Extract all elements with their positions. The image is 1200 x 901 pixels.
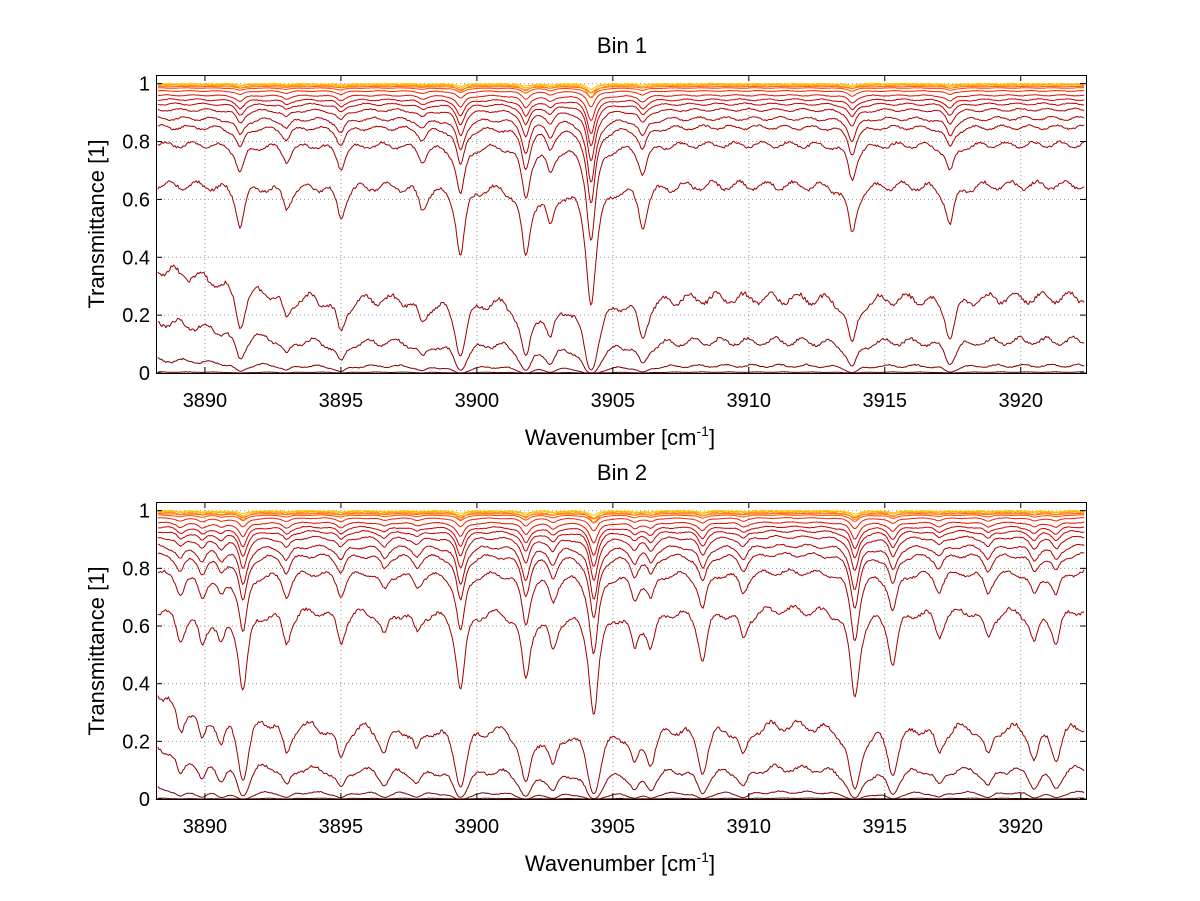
y-tick-label: 0 bbox=[139, 789, 150, 811]
spectrum-line bbox=[157, 140, 1085, 241]
x-tick-label: 3920 bbox=[998, 390, 1043, 412]
x-tick-label: 3915 bbox=[863, 390, 908, 412]
spectrum-line bbox=[157, 525, 1085, 556]
spectrum-line bbox=[157, 511, 1085, 523]
x-tick-label: 3910 bbox=[727, 390, 772, 412]
spectrum-line bbox=[157, 87, 1085, 99]
spectrum-line bbox=[157, 115, 1085, 183]
spectrum-line bbox=[157, 82, 1085, 90]
spectrum-line bbox=[157, 94, 1085, 121]
spectrum-line bbox=[157, 107, 1085, 161]
chart-bin-2: Bin 2 3890 3895 3900 3905 3910 3915 3920 0 0.2 0.… bbox=[84, 460, 1087, 876]
x-axis-label-main: Wavenumber [cm bbox=[525, 851, 697, 876]
chart-bin-1: Bin 1 3890 3895 3900 3905 3910 3915 3920 0 0.2 0.… bbox=[84, 33, 1087, 450]
spectrum-line bbox=[157, 509, 1085, 516]
y-tick-label: 0.6 bbox=[122, 616, 150, 638]
spectrum-line bbox=[157, 747, 1085, 799]
y-axis-label: Transmittance [1] bbox=[84, 566, 109, 735]
ticks: 3890 3895 3900 3905 3910 3915 3920 0 0.2 0.4 0.6 0.… bbox=[122, 501, 1086, 838]
x-axis-label-superscript: -1 bbox=[697, 423, 710, 439]
x-tick-label: 3905 bbox=[591, 390, 636, 412]
x-tick-label: 3895 bbox=[319, 816, 364, 838]
spectrum-line bbox=[157, 90, 1085, 108]
spectrum-line bbox=[157, 529, 1085, 567]
y-axis-label: Transmittance [1] bbox=[84, 139, 109, 308]
axes-frame bbox=[156, 75, 1087, 374]
y-tick-label: 0.4 bbox=[122, 247, 150, 269]
x-tick-label: 3900 bbox=[455, 816, 500, 838]
x-tick-label: 3890 bbox=[183, 390, 228, 412]
spectrum-line bbox=[157, 102, 1085, 147]
x-axis-label-main: Wavenumber [cm bbox=[525, 425, 697, 450]
spectrum-line bbox=[157, 786, 1085, 800]
spectrum-line bbox=[157, 264, 1085, 371]
y-tick-label: 0 bbox=[139, 363, 150, 385]
spectrum-line bbox=[157, 512, 1085, 520]
spectrum-line bbox=[157, 124, 1085, 204]
x-axis-label-tail: ] bbox=[709, 425, 715, 450]
x-tick-label: 3900 bbox=[455, 390, 500, 412]
x-tick-label: 3910 bbox=[727, 816, 772, 838]
x-tick-label: 3895 bbox=[319, 390, 364, 412]
x-axis-label-tail: ] bbox=[709, 851, 715, 876]
spectrum-line bbox=[157, 552, 1085, 618]
spectrum-line bbox=[157, 521, 1085, 544]
chart-title: Bin 2 bbox=[597, 460, 647, 485]
y-tick-label: 0.4 bbox=[122, 674, 150, 696]
plot-lines bbox=[157, 509, 1085, 800]
spectrum-line bbox=[157, 98, 1085, 134]
spectrum-line bbox=[157, 317, 1085, 374]
spectrum-line bbox=[157, 514, 1085, 524]
spectrum-line bbox=[157, 568, 1085, 655]
spectrum-line bbox=[157, 605, 1085, 715]
x-tick-label: 3890 bbox=[183, 816, 228, 838]
spectrum-line bbox=[157, 357, 1085, 374]
spectrum-line bbox=[157, 535, 1085, 581]
x-axis-label-superscript: -1 bbox=[697, 849, 710, 865]
x-tick-label: 3920 bbox=[998, 816, 1043, 838]
x-axis-label: Wavenumber [cm-1] bbox=[525, 423, 715, 450]
y-tick-label: 0.8 bbox=[122, 558, 150, 580]
spectrum-line bbox=[157, 543, 1085, 600]
y-tick-label: 0.2 bbox=[122, 305, 150, 327]
spectrum-line bbox=[157, 179, 1085, 306]
y-tick-label: 0.2 bbox=[122, 731, 150, 753]
x-tick-label: 3915 bbox=[863, 816, 908, 838]
spectrum-line bbox=[157, 85, 1085, 94]
x-tick-label: 3905 bbox=[591, 816, 636, 838]
ticks: 3890 3895 3900 3905 3910 3915 3920 0 0.2 0.4 0.6 0.… bbox=[122, 74, 1086, 412]
x-axis-label: Wavenumber [cm-1] bbox=[525, 849, 715, 876]
spectrum-line bbox=[157, 371, 1085, 374]
chart-title: Bin 1 bbox=[597, 33, 647, 58]
y-tick-label: 0.6 bbox=[122, 189, 150, 211]
spectrum-line bbox=[157, 695, 1085, 794]
spectrum-line bbox=[157, 797, 1085, 800]
y-tick-label: 0.8 bbox=[122, 132, 150, 154]
spectrum-line bbox=[157, 517, 1085, 532]
axes-frame bbox=[156, 502, 1087, 800]
y-tick-label: 1 bbox=[139, 501, 150, 523]
plot-lines bbox=[157, 82, 1085, 374]
y-tick-label: 1 bbox=[139, 74, 150, 96]
